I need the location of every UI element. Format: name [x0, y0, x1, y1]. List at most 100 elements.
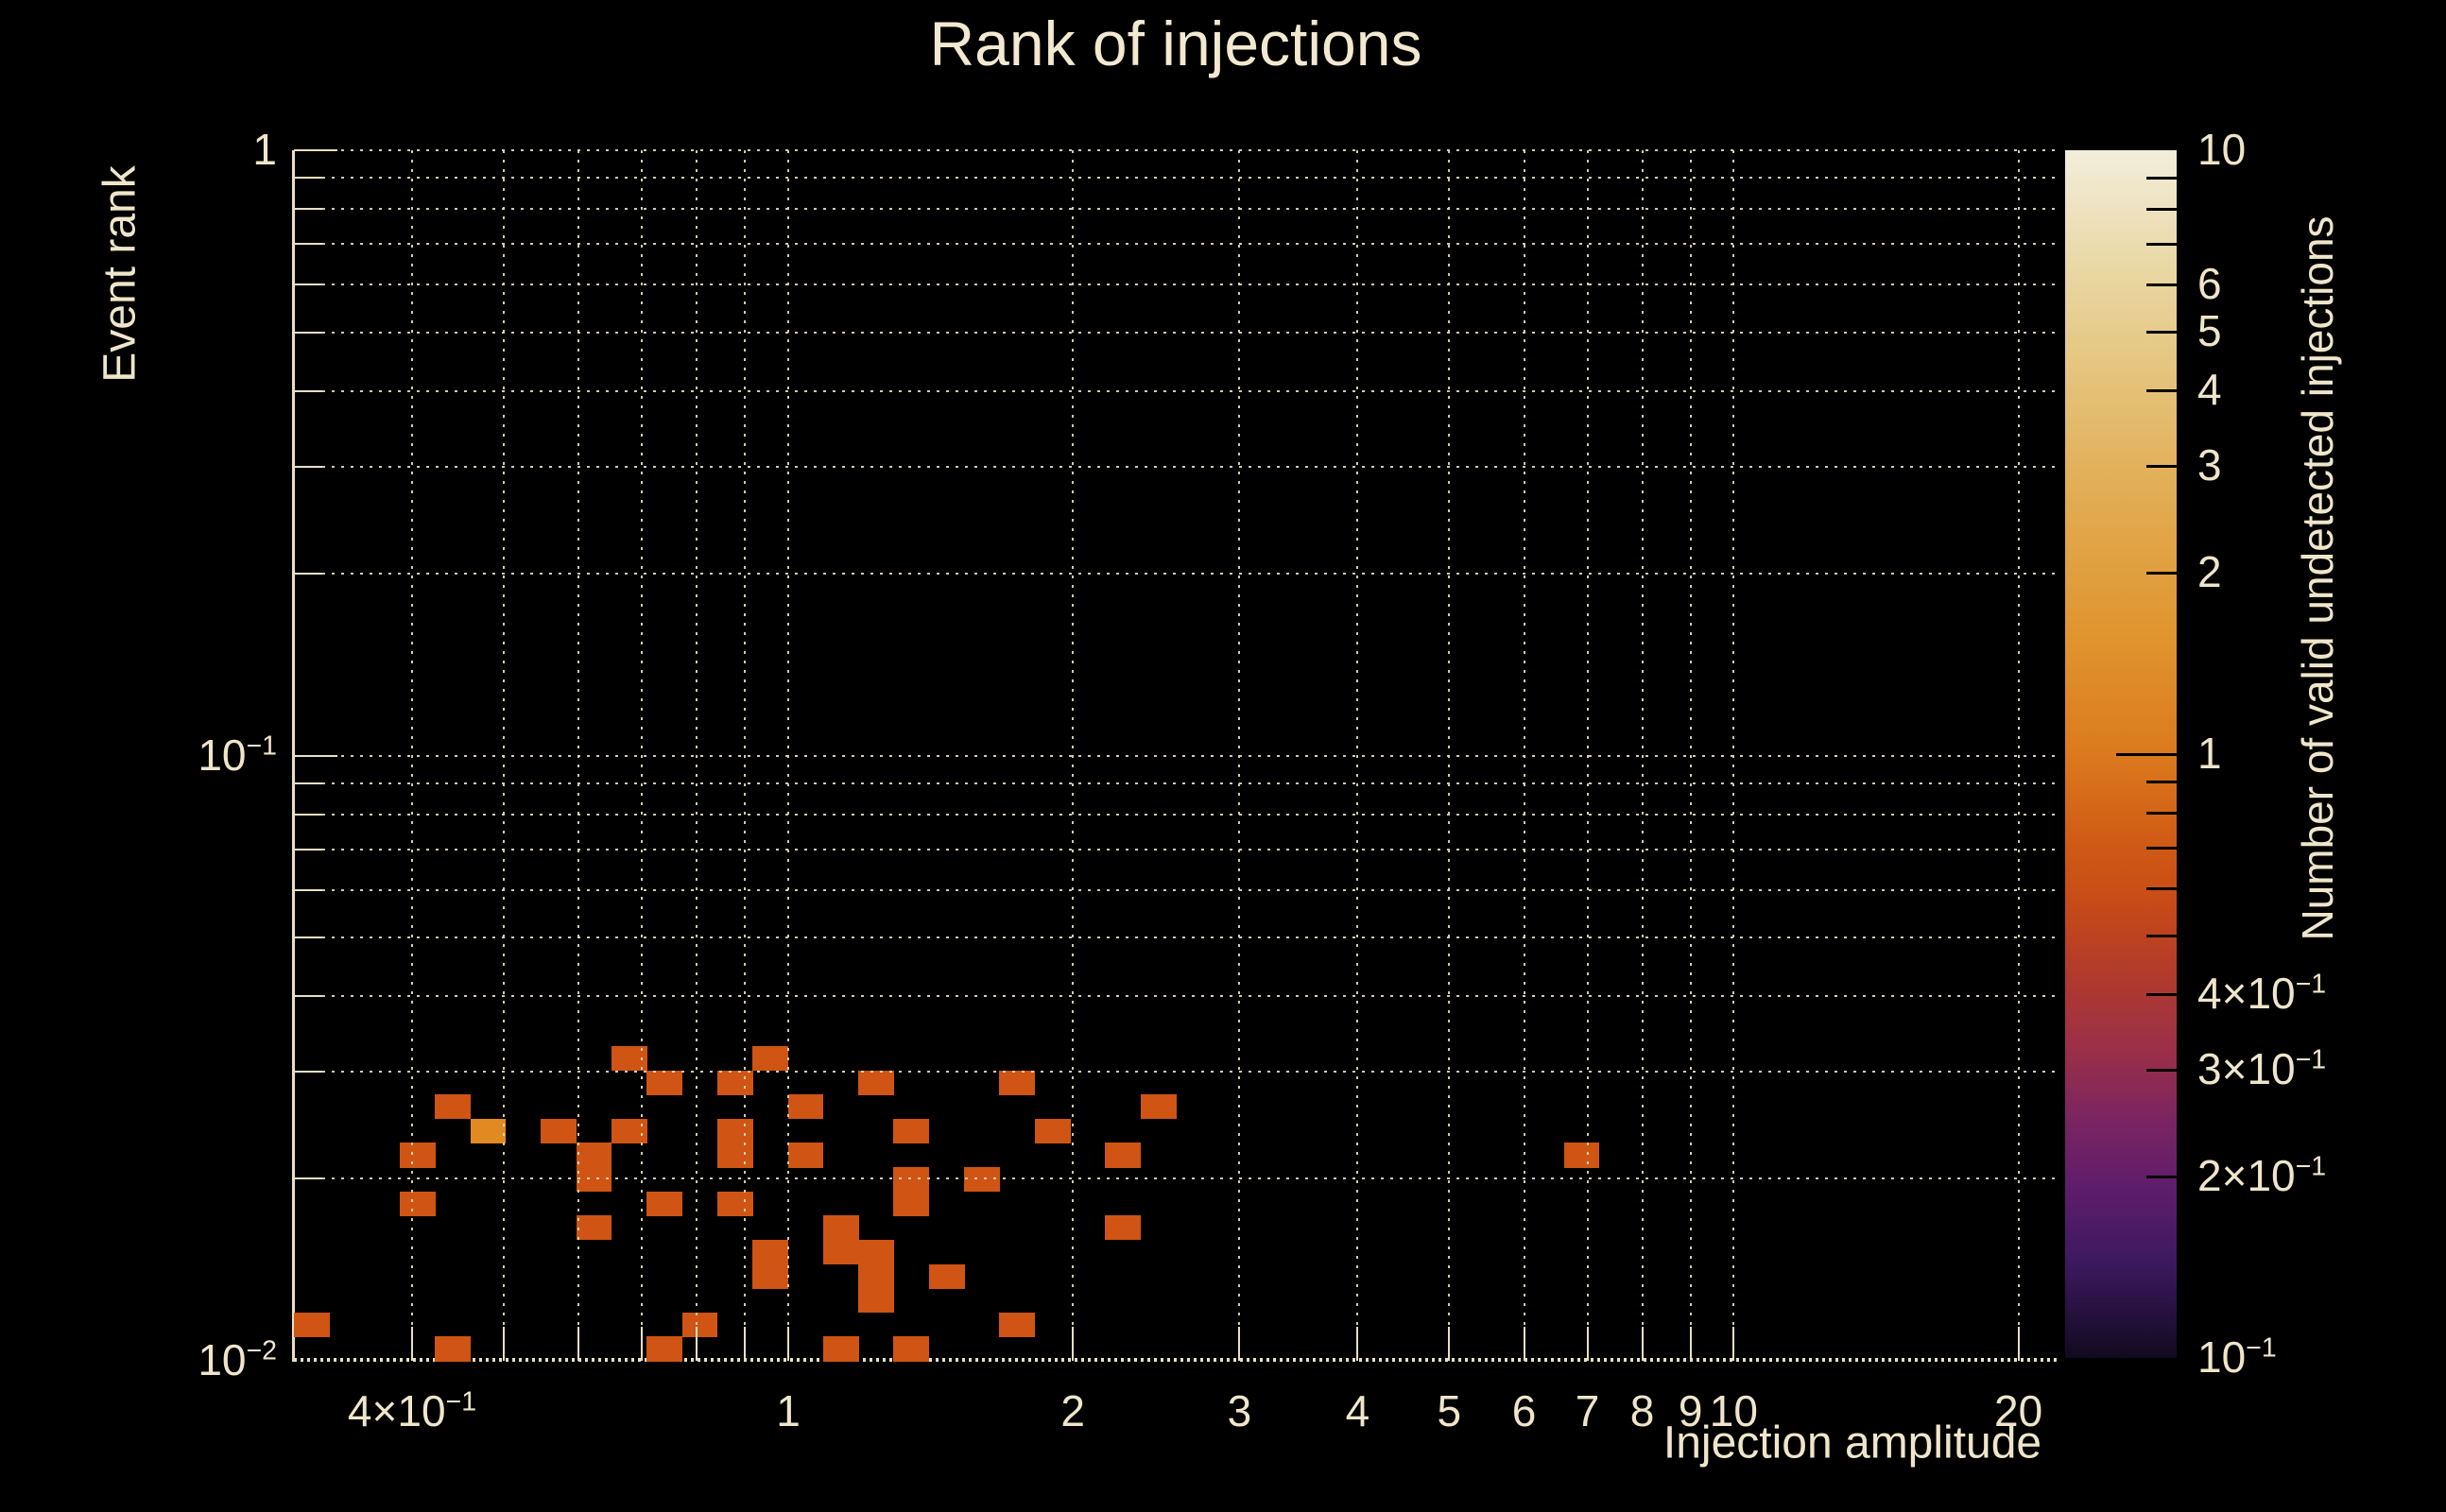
- y-axis-tick: [294, 936, 322, 939]
- heatmap-cell: [716, 1191, 753, 1216]
- y-axis-line: [292, 150, 295, 1362]
- y-axis-tick: [294, 465, 322, 468]
- heatmap-cell: [646, 1191, 683, 1216]
- y-axis-tick: [294, 888, 322, 891]
- y-gridline: [294, 1071, 2058, 1074]
- colorbar-tick: [2146, 283, 2177, 286]
- colorbar-tick-label: 3×10−1: [2197, 1044, 2327, 1094]
- heatmap-cell: [822, 1239, 859, 1265]
- colorbar-tick-label: 4: [2197, 365, 2222, 415]
- y-gridline: [294, 284, 2058, 286]
- x-axis-tick: [696, 1327, 698, 1361]
- x-axis-tick: [2017, 1327, 2020, 1361]
- x-tick-label: 10: [1709, 1386, 1758, 1435]
- y-gridline: [294, 754, 2058, 757]
- heatmap-cell: [576, 1143, 612, 1168]
- x-axis-tick: [641, 1327, 644, 1361]
- colorbar-tick: [2146, 331, 2177, 335]
- x-axis-tick: [1448, 1327, 1451, 1361]
- x-tick-label: 8: [1629, 1386, 1655, 1435]
- y-axis-tick: [294, 995, 322, 998]
- heatmap-cell: [999, 1070, 1036, 1095]
- x-axis-tick: [1689, 1327, 1692, 1361]
- y-axis-tick: [294, 813, 322, 816]
- x-tick-label: 3: [1227, 1386, 1252, 1435]
- y-gridline: [294, 995, 2058, 998]
- heatmap-cell: [716, 1143, 753, 1168]
- y-tick-label: 10−1: [198, 730, 277, 780]
- x-tick-label: 2: [1060, 1386, 1085, 1435]
- colorbar-tick: [2146, 781, 2177, 784]
- colorbar-tick: [2146, 993, 2177, 997]
- x-axis-tick: [411, 1327, 413, 1361]
- heatmap-cell: [576, 1215, 612, 1241]
- heatmap-cell: [1034, 1118, 1071, 1143]
- x-axis-tick: [1586, 1327, 1589, 1361]
- y-gridline: [294, 389, 2058, 392]
- y-gridline: [294, 149, 2058, 151]
- heatmap-cell: [400, 1191, 436, 1216]
- x-axis-line: [294, 1358, 2058, 1362]
- y-gridline: [294, 331, 2058, 334]
- heatmap-cell: [787, 1143, 824, 1168]
- y-axis-tick: [294, 782, 322, 784]
- heatmap-cell: [646, 1336, 683, 1362]
- heatmap-cell: [400, 1143, 436, 1168]
- colorbar-tick: [2146, 465, 2177, 469]
- colorbar-title: Number of valid undetected injections: [2293, 215, 2342, 941]
- x-tick-label: 5: [1437, 1386, 1462, 1435]
- x-axis-title: Injection amplitude: [1662, 1418, 2042, 1469]
- y-gridline: [294, 465, 2058, 468]
- colorbar-tick-label: 10−1: [2197, 1332, 2277, 1382]
- x-axis-tick: [577, 1327, 580, 1361]
- heatmap-cell: [541, 1118, 577, 1143]
- colorbar-tick: [2146, 177, 2177, 180]
- colorbar-tick-label: 6: [2197, 258, 2222, 308]
- x-axis-tick: [1732, 1327, 1735, 1361]
- heatmap-cell: [470, 1118, 507, 1143]
- colorbar-tick: [2146, 243, 2177, 246]
- colorbar-tick: [2116, 753, 2177, 756]
- y-axis-tick: [294, 754, 337, 757]
- heatmap-cell: [858, 1070, 894, 1095]
- colorbar-tick: [2146, 1069, 2177, 1073]
- y-tick-label: 10−2: [198, 1335, 277, 1384]
- heatmap-cell: [752, 1239, 789, 1265]
- y-tick-label: 1: [252, 125, 277, 174]
- y-axis-tick: [294, 1177, 322, 1180]
- y-axis-tick: [294, 284, 322, 286]
- heatmap-cell: [716, 1070, 753, 1095]
- colorbar-tick: [2146, 389, 2177, 393]
- colorbar-tick: [2146, 811, 2177, 815]
- y-gridline: [294, 848, 2058, 850]
- y-gridline: [294, 572, 2058, 575]
- x-axis-tick: [502, 1327, 505, 1361]
- heatmap-cell: [1105, 1143, 1142, 1168]
- heatmap-cell: [787, 1094, 824, 1120]
- y-axis-tick: [294, 177, 322, 180]
- y-gridline: [294, 888, 2058, 891]
- heatmap-cell: [681, 1312, 718, 1337]
- x-axis-tick: [1641, 1327, 1644, 1361]
- heatmap-cell: [858, 1263, 894, 1289]
- colorbar-tick: [2146, 207, 2177, 211]
- colorbar-tick: [2146, 571, 2177, 575]
- y-gridline: [294, 208, 2058, 211]
- colorbar-tick-label: 5: [2197, 306, 2222, 356]
- x-axis-tick: [1072, 1327, 1075, 1361]
- y-axis-tick: [294, 149, 337, 151]
- heatmap-cell: [822, 1215, 859, 1241]
- heatmap-cell: [1105, 1215, 1142, 1241]
- colorbar-tick: [2146, 935, 2177, 938]
- y-gridline: [294, 782, 2058, 784]
- heatmap-cell: [893, 1191, 930, 1216]
- colorbar-tick: [2146, 886, 2177, 890]
- x-tick-label: 6: [1511, 1386, 1537, 1435]
- heatmap-cell: [752, 1045, 789, 1072]
- x-axis-tick: [787, 1327, 790, 1361]
- y-axis-tick: [294, 331, 322, 334]
- colorbar-tick-label: 10: [2197, 125, 2247, 174]
- x-tick-label: 20: [1994, 1386, 2043, 1435]
- colorbar-tick: [2146, 1175, 2177, 1178]
- heatmap-cell: [716, 1118, 753, 1143]
